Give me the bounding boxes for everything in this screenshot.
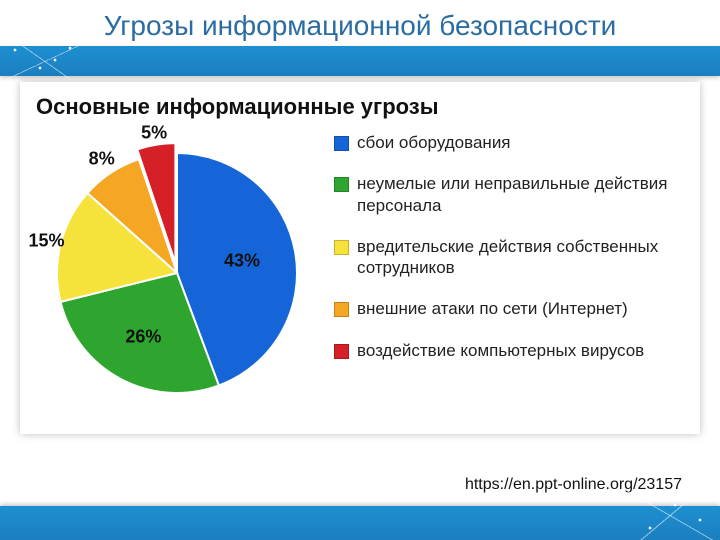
decorative-bar-top: [0, 46, 720, 76]
legend-item: внешние атаки по сети (Интернет): [334, 298, 692, 319]
legend-label: воздействие компьютерных вирусов: [357, 340, 644, 361]
legend-label: сбои оборудования: [357, 132, 511, 153]
legend-label: внешние атаки по сети (Интернет): [357, 298, 628, 319]
decorative-bar-bottom: [0, 506, 720, 540]
legend-swatch: [334, 136, 349, 151]
legend-swatch: [334, 177, 349, 192]
chart-title: Основные информационные угрозы: [36, 94, 692, 120]
legend-swatch: [334, 240, 349, 255]
legend-swatch: [334, 302, 349, 317]
legend: сбои оборудования неумелые или неправильн…: [334, 132, 692, 381]
pie-chart: 43%26%15%8%5%: [32, 128, 322, 418]
legend-item: вредительские действия собственных сотру…: [334, 236, 692, 279]
chart-body: 43%26%15%8%5% сбои оборудования неумелые …: [28, 128, 692, 418]
legend-swatch: [334, 344, 349, 359]
chart-card: Основные информационные угрозы 43%26%15%…: [20, 82, 700, 434]
legend-label: вредительские действия собственных сотру…: [357, 236, 692, 279]
legend-item: воздействие компьютерных вирусов: [334, 340, 692, 361]
legend-label: неумелые или неправильные действия персо…: [357, 173, 692, 216]
legend-item: сбои оборудования: [334, 132, 692, 153]
slide-title: Угрозы информационной безопасности: [0, 0, 720, 46]
legend-item: неумелые или неправильные действия персо…: [334, 173, 692, 216]
